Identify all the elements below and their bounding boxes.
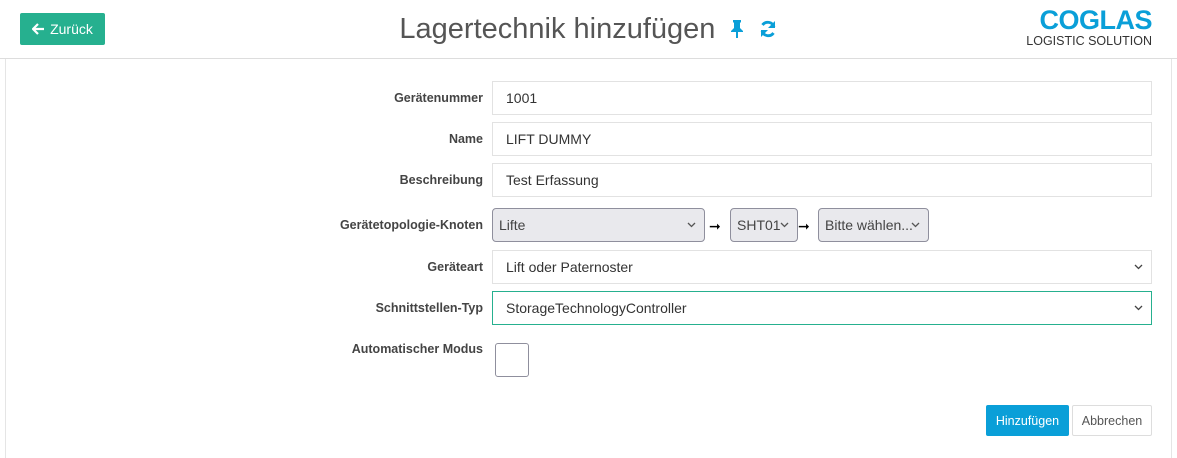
row-geraetenummer: Gerätenummer 1001 (6, 81, 1173, 115)
back-label: Zurück (50, 21, 93, 37)
arrow-left-icon (32, 23, 45, 35)
chevron-down-icon (687, 222, 696, 228)
page-title-text: Lagertechnik hinzufügen (399, 12, 716, 45)
pin-icon[interactable] (730, 19, 744, 39)
topologie-level2-value: SHT01 (737, 217, 781, 233)
logo-tagline: LOGISTIC SOLUTION (1026, 34, 1152, 48)
chevron-down-icon (780, 222, 789, 228)
cancel-button[interactable]: Abbrechen (1072, 405, 1152, 436)
row-name: Name LIFT DUMMY (6, 122, 1173, 156)
beschreibung-input[interactable]: Test Erfassung (492, 163, 1152, 197)
schnittstelle-select[interactable]: StorageTechnologyController (492, 291, 1152, 325)
refresh-icon[interactable] (758, 19, 778, 39)
name-input[interactable]: LIFT DUMMY (492, 122, 1152, 156)
topologie-level3-value: Bitte wählen... (825, 217, 913, 233)
label-automatik: Automatischer Modus (351, 342, 483, 356)
page-title: Lagertechnik hinzufügen (0, 12, 1177, 46)
header: Zurück Lagertechnik hinzufügen COGLAS LO… (0, 0, 1177, 59)
coglas-logo: COGLAS LOGISTIC SOLUTION (1026, 6, 1152, 48)
row-automatik: Automatischer Modus (6, 332, 1173, 366)
arrow-right-icon: ➞ (709, 218, 721, 234)
chevron-down-icon (1134, 264, 1143, 270)
geraeteart-value: Lift oder Paternoster (506, 259, 633, 275)
logo-brand: COGLAS (1039, 5, 1152, 35)
label-topologie: Gerätetopologie-Knoten (339, 218, 483, 232)
label-beschreibung: Beschreibung (399, 173, 483, 187)
topologie-level1-select[interactable]: Lifte (492, 208, 705, 242)
label-schnittstelle: Schnittstellen-Typ (375, 301, 483, 315)
row-schnittstelle: Schnittstellen-Typ StorageTechnologyCont… (6, 291, 1173, 325)
label-geraetenummer: Gerätenummer (394, 91, 483, 105)
form-card: Gerätenummer 1001 Name LIFT DUMMY Beschr… (5, 59, 1172, 458)
arrow-right-icon: ➞ (798, 218, 810, 234)
back-button[interactable]: Zurück (20, 13, 105, 45)
geraetenummer-value: 1001 (506, 90, 538, 106)
geraetenummer-input[interactable]: 1001 (492, 81, 1152, 115)
beschreibung-value: Test Erfassung (506, 172, 599, 188)
row-beschreibung: Beschreibung Test Erfassung (6, 163, 1173, 197)
row-geraeteart: Geräteart Lift oder Paternoster (6, 250, 1173, 284)
name-value: LIFT DUMMY (506, 131, 592, 147)
geraeteart-select[interactable]: Lift oder Paternoster (492, 250, 1152, 284)
chevron-down-icon (911, 222, 920, 228)
chevron-down-icon (1134, 305, 1143, 311)
topologie-level2-select[interactable]: SHT01 (730, 208, 798, 242)
topologie-level3-select[interactable]: Bitte wählen... (818, 208, 929, 242)
topologie-level1-value: Lifte (499, 217, 526, 233)
label-geraeteart: Geräteart (427, 260, 483, 274)
label-name: Name (448, 132, 483, 146)
automatik-checkbox[interactable] (495, 343, 529, 377)
row-topologie: Gerätetopologie-Knoten Lifte ➞ SHT01 ➞ B… (6, 208, 1173, 242)
submit-button[interactable]: Hinzufügen (986, 405, 1069, 436)
schnittstelle-value: StorageTechnologyController (506, 300, 687, 316)
